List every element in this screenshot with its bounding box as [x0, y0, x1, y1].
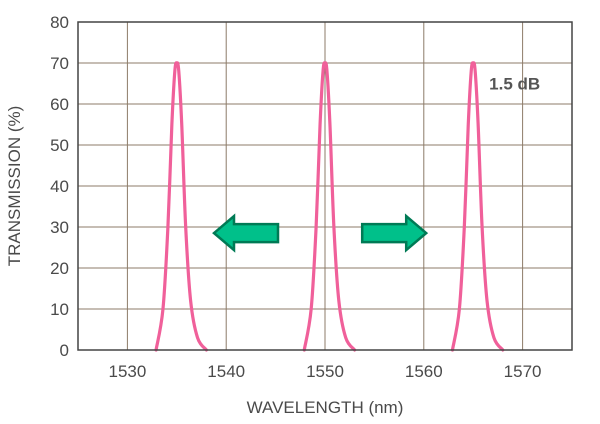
arrows [212, 213, 429, 253]
arrow-left-icon [212, 213, 280, 253]
y-tick-80: 80 [50, 13, 69, 32]
y-axis-title: TRANSMISSION (%) [5, 106, 24, 267]
x-axis-title: WAVELENGTH (nm) [247, 398, 404, 417]
y-tick-50: 50 [50, 136, 69, 155]
annotation-1-5-db: 1.5 dB [489, 75, 540, 94]
y-tick-0: 0 [60, 341, 69, 360]
x-tick-1530: 1530 [108, 362, 146, 381]
tick-labels: 0 10 20 30 40 50 60 70 80 1530 1540 1550 1560 1570 [50, 13, 541, 381]
y-tick-30: 30 [50, 218, 69, 237]
plot-frame [77, 21, 573, 351]
arrow-right-icon [360, 213, 429, 253]
filter-peak-1535 [154, 61, 209, 352]
x-tick-1570: 1570 [504, 362, 542, 381]
y-tick-70: 70 [50, 54, 69, 73]
y-tick-20: 20 [50, 259, 69, 278]
filter-peak-1565 [450, 61, 505, 352]
curves [154, 61, 505, 352]
y-tick-60: 60 [50, 95, 69, 114]
grid [78, 22, 572, 350]
x-tick-1540: 1540 [207, 362, 245, 381]
y-tick-10: 10 [50, 300, 69, 319]
x-tick-1550: 1550 [306, 362, 344, 381]
filter-peak-1550 [302, 61, 357, 352]
y-tick-40: 40 [50, 177, 69, 196]
x-tick-1560: 1560 [405, 362, 443, 381]
